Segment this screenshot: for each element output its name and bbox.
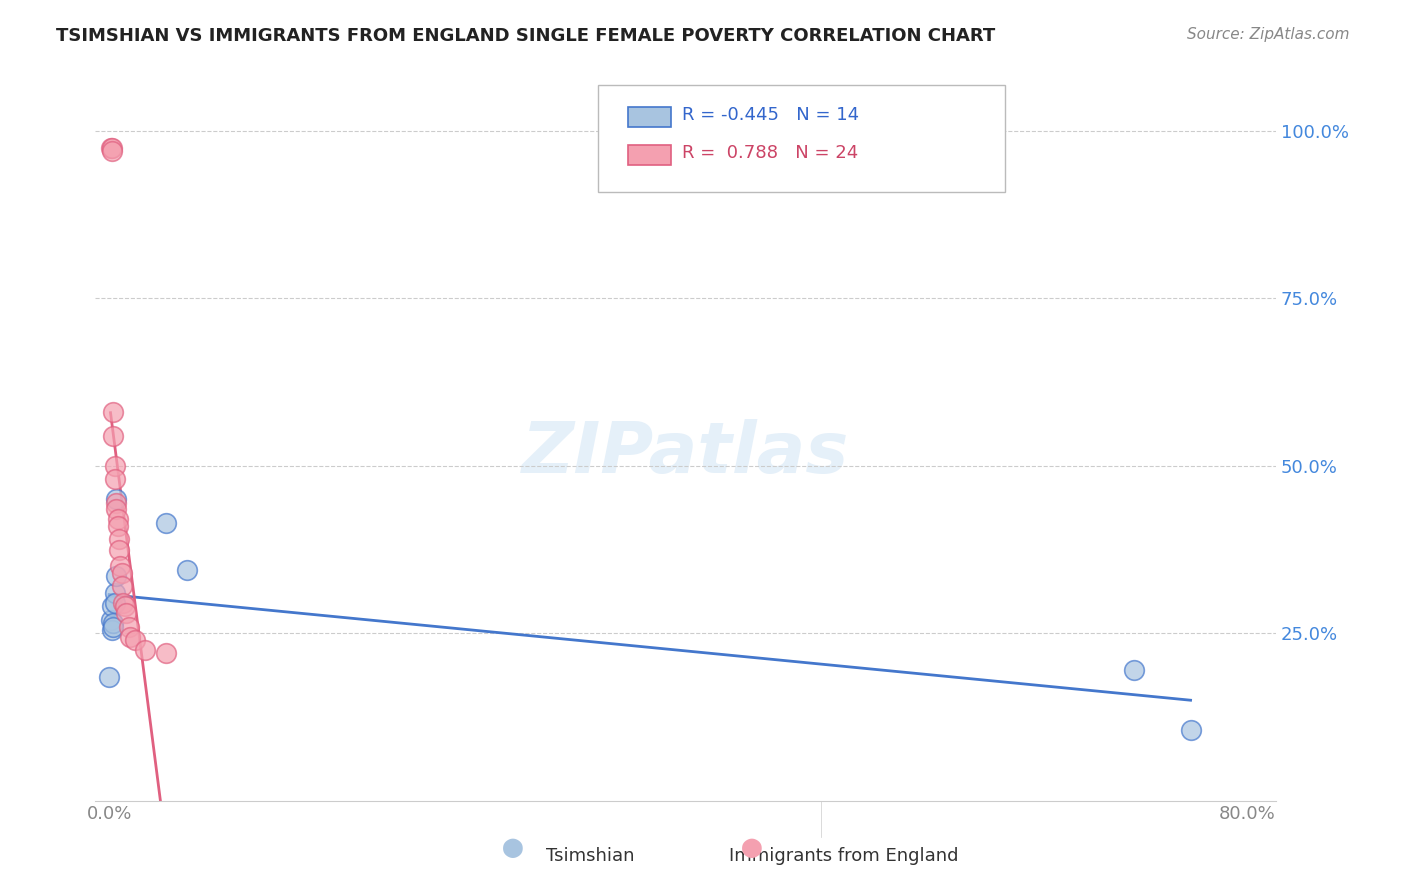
Point xyxy=(108,542,131,557)
Point xyxy=(98,670,121,684)
Text: Tsimshian: Tsimshian xyxy=(547,847,634,865)
Point xyxy=(104,472,127,486)
Point xyxy=(105,502,128,516)
Point xyxy=(103,405,125,419)
Point xyxy=(110,559,132,574)
Point xyxy=(118,619,141,633)
Point xyxy=(104,586,127,600)
Point xyxy=(1180,723,1202,738)
Point xyxy=(100,141,122,155)
Text: Source: ZipAtlas.com: Source: ZipAtlas.com xyxy=(1187,27,1350,42)
Point xyxy=(107,512,129,526)
Point xyxy=(101,623,124,637)
Point xyxy=(103,616,125,631)
Point xyxy=(124,632,146,647)
Point xyxy=(111,566,134,580)
Point xyxy=(115,606,138,620)
Point xyxy=(101,144,124,158)
Point xyxy=(114,599,136,614)
Text: R = -0.445   N = 14: R = -0.445 N = 14 xyxy=(682,106,859,124)
Point xyxy=(104,596,127,610)
Point xyxy=(100,613,122,627)
Point xyxy=(155,646,177,660)
Text: ⬤: ⬤ xyxy=(741,838,763,858)
Point xyxy=(105,569,128,583)
Point xyxy=(108,533,131,547)
Point xyxy=(120,630,142,644)
Point xyxy=(112,596,135,610)
Text: Immigrants from England: Immigrants from England xyxy=(728,847,959,865)
Text: TSIMSHIAN VS IMMIGRANTS FROM ENGLAND SINGLE FEMALE POVERTY CORRELATION CHART: TSIMSHIAN VS IMMIGRANTS FROM ENGLAND SIN… xyxy=(56,27,995,45)
Point xyxy=(101,599,124,614)
Text: ZIPatlas: ZIPatlas xyxy=(522,419,849,488)
Point xyxy=(105,496,128,510)
Point xyxy=(107,519,129,533)
Point xyxy=(111,579,134,593)
Text: R =  0.788   N = 24: R = 0.788 N = 24 xyxy=(682,145,858,162)
Point xyxy=(155,516,177,530)
Point xyxy=(104,458,127,473)
Point xyxy=(101,141,124,155)
Point xyxy=(134,643,156,657)
Point xyxy=(103,428,125,442)
Text: ⬤: ⬤ xyxy=(502,838,524,858)
Point xyxy=(105,492,128,507)
Point xyxy=(103,619,125,633)
Point xyxy=(176,563,198,577)
Point xyxy=(1122,663,1144,677)
